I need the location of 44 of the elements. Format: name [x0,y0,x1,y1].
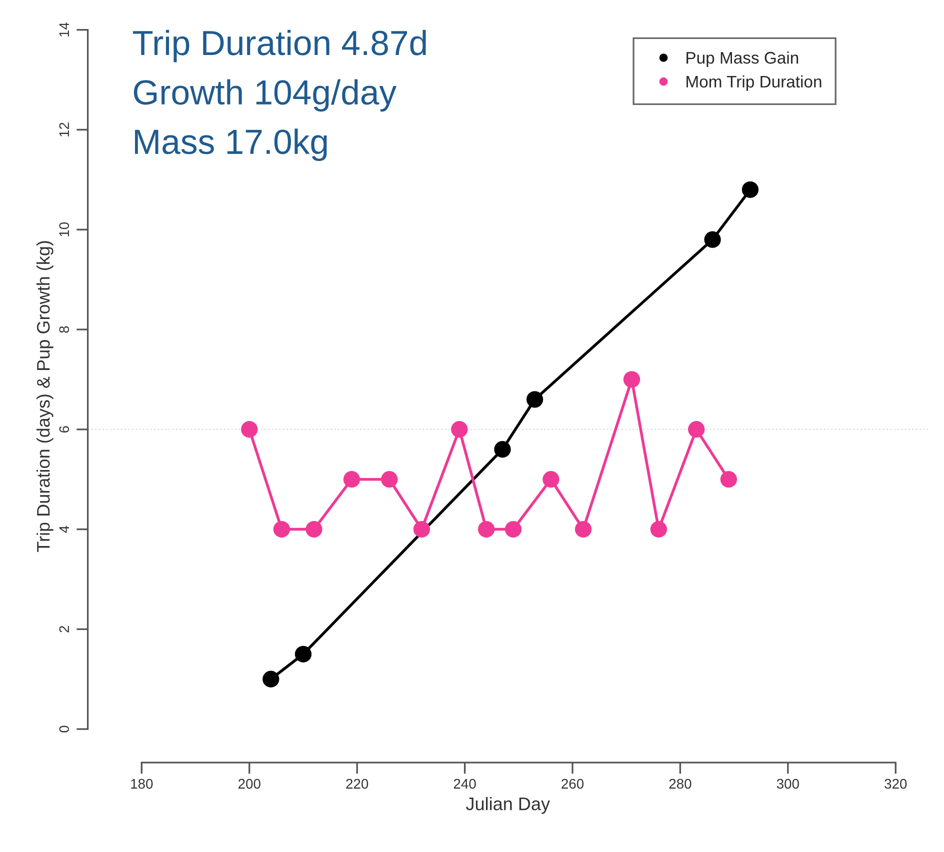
point [381,471,398,488]
point [262,670,280,688]
x-tick-label: 280 [669,778,692,789]
x-axis-title: Julian Day [466,797,550,814]
annotation: Trip Duration 4.87d [132,30,426,62]
x-tick-label: 320 [884,778,907,789]
point [574,520,592,538]
y-tick-label: 0 [59,726,70,732]
point [273,520,290,538]
y-tick-label: 12 [59,122,69,136]
annotation: Growth 104g/day [134,79,397,112]
x-tick-label: 260 [562,778,584,789]
legend-label: Mom Trip Duration [686,75,822,91]
point [688,421,705,438]
point [241,421,258,438]
legend-label: Pup Mass Gain [686,51,798,68]
point [478,520,495,538]
point [704,231,721,248]
point [306,520,322,538]
y-tick-label: 10 [59,222,70,236]
point [451,421,468,438]
point [343,471,360,488]
point [413,520,430,538]
point [720,471,738,488]
point [294,646,312,662]
point [526,391,544,408]
y-tick-label: 6 [59,426,70,433]
y-tick-label: 14 [59,22,69,36]
x-tick-label: 240 [454,778,476,789]
point [742,181,759,198]
annotation: Mass 17.0kg [135,128,327,162]
x-tick-label: 200 [238,778,260,789]
x-tick-label: 220 [346,778,368,789]
y-axis-title: Trip Duration (days) & Pup Growth (kg) [36,241,54,552]
point [542,471,560,488]
point [623,371,640,388]
x-tick-label: 180 [131,778,153,789]
point [504,520,522,538]
y-tick-label: 4 [59,526,69,533]
point [494,441,511,458]
x-tick-label: 300 [776,778,799,789]
y-tick-label: 2 [59,626,69,632]
y-tick-label: 8 [59,326,70,333]
point [650,520,668,538]
